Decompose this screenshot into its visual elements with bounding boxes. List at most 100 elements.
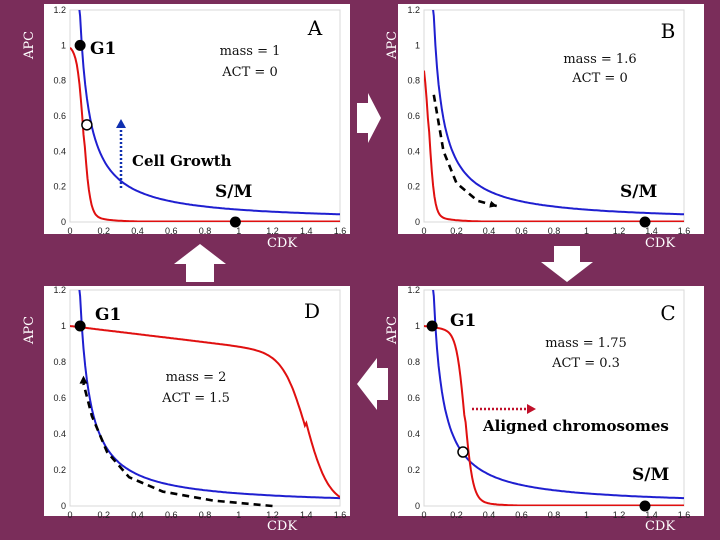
x-tick-label: 0.6 [165, 226, 178, 236]
cdk-nullcline [70, 47, 340, 222]
x-tick-label: 0.6 [165, 510, 178, 520]
x-tick-label: 0 [421, 226, 426, 236]
y-tick-label: 0 [415, 217, 420, 227]
param-act: ACT = 0.3 [551, 356, 620, 371]
arrow-d-to-a [174, 244, 226, 282]
y-tick-label: 0.6 [53, 393, 66, 403]
y-axis-title: APC [385, 316, 400, 345]
y-tick-label: 1.2 [53, 285, 66, 295]
plot-area [69, 289, 341, 507]
cell-growth-arrowhead [116, 119, 126, 128]
param-mass: mass = 1 [220, 44, 281, 59]
param-act: ACT = 1.5 [161, 391, 230, 406]
unstable-steady-state [81, 119, 93, 131]
x-axis-title: CDK [267, 236, 297, 251]
x-tick-label: 1.6 [678, 510, 691, 520]
arrow-b-to-c [541, 246, 593, 282]
trajectory-path [82, 383, 273, 508]
x-tick-label: 1.2 [266, 226, 279, 236]
param-act: ACT = 0 [221, 65, 277, 80]
x-tick-label: 0 [67, 510, 72, 520]
y-tick-label: 0.4 [407, 429, 420, 439]
g1-label: G1 [90, 39, 116, 59]
y-tick-label: 0 [61, 217, 66, 227]
y-tick-label: 1 [415, 321, 420, 331]
y-tick-label: 1.2 [53, 5, 66, 15]
panel-B: 0 0.2 0.4 0.6 0.8 1 1.2 0 0.2 0.4 0.6 0.8 1 1.2 1.4 1.6… [385, 4, 704, 251]
x-tick-label: 1 [236, 510, 241, 520]
panel-letter: B [661, 19, 676, 43]
x-tick-label: 1.2 [266, 510, 279, 520]
x-tick-label: 0.4 [131, 510, 144, 520]
apc-nullcline [432, 10, 684, 216]
panel-D: 0 0.2 0.4 0.6 0.8 1 1.2 0 0.2 0.4 0.6 0.8 1 1.2 1.4 1.6… [22, 285, 350, 534]
apc-nullcline [78, 10, 340, 216]
x-tick-label: 0.4 [131, 226, 144, 236]
x-tick-label: 0.6 [515, 510, 528, 520]
y-tick-label: 1.2 [407, 285, 420, 295]
y-tick-label: 1.2 [407, 5, 420, 15]
g1-label: G1 [450, 311, 476, 331]
g1-label: G1 [95, 305, 121, 325]
y-tick-label: 0.6 [53, 111, 66, 121]
cell-growth-annotation: Cell Growth [116, 119, 232, 188]
y-tick-label: 0.6 [407, 111, 420, 121]
panel-background [44, 286, 350, 516]
x-axis-title: CDK [645, 236, 675, 251]
x-tick-label: 0.8 [548, 510, 561, 520]
cell-growth-label: Cell Growth [132, 152, 232, 170]
x-tick-label: 1 [584, 226, 589, 236]
x-tick-label: 0.8 [199, 226, 212, 236]
sm-label: S/M [215, 182, 252, 202]
y-tick-label: 0.8 [407, 357, 420, 367]
x-tick-label: 1.6 [334, 226, 347, 236]
panel-A: 0 0.2 0.4 0.6 0.8 1 1.2 0 0.2 0.4 0.6 0.8 1 1.2 1.4 1.6… [22, 4, 350, 251]
g1-steady-state [426, 320, 438, 332]
y-tick-label: 0.8 [53, 76, 66, 86]
x-tick-label: 0.2 [97, 510, 110, 520]
trajectory-arrowhead [79, 375, 88, 384]
x-tick-label: 1.4 [645, 226, 658, 236]
x-tick-label: 0.4 [483, 226, 496, 236]
transition-arrows [174, 93, 593, 410]
x-tick-label: 1.4 [300, 226, 313, 236]
x-tick-label: 1 [236, 226, 241, 236]
x-tick-label: 0.6 [515, 226, 528, 236]
panel-letter: D [304, 299, 320, 323]
aligned-label: Aligned chromosomes [482, 417, 669, 435]
unstable-steady-state [457, 446, 469, 458]
x-tick-label: 1.6 [334, 510, 347, 520]
x-tick-label: 1.4 [645, 510, 658, 520]
x-tick-label: 1 [584, 510, 589, 520]
sm-steady-state [639, 500, 651, 512]
x-tick-label: 1.6 [678, 226, 691, 236]
y-tick-label: 0.4 [53, 146, 66, 156]
x-tick-label: 0.4 [483, 510, 496, 520]
y-tick-label: 1 [415, 40, 420, 50]
x-tick-label: 1.4 [300, 510, 313, 520]
x-tick-label: 1.2 [613, 226, 626, 236]
panel-C: 0 0.2 0.4 0.6 0.8 1 1.2 0 0.2 0.4 0.6 0.8 1 1.2 1.4 1.6… [385, 285, 704, 534]
x-axis-title: CDK [267, 519, 297, 534]
y-tick-label: 0.2 [407, 182, 420, 192]
y-tick-label: 0.8 [407, 76, 420, 86]
y-tick-label: 0.2 [407, 465, 420, 475]
y-axis-title: APC [22, 316, 37, 345]
trajectory-path [432, 94, 498, 208]
aligned-arrowhead [527, 404, 536, 414]
g1-steady-state [74, 39, 86, 51]
sm-label: S/M [620, 182, 657, 202]
x-tick-label: 0.8 [199, 510, 212, 520]
panel-background [398, 4, 704, 234]
x-tick-label: 0.2 [97, 226, 110, 236]
y-tick-label: 0.4 [407, 146, 420, 156]
x-tick-label: 0.8 [548, 226, 561, 236]
param-act: ACT = 0 [571, 71, 627, 86]
sm-steady-state [639, 216, 651, 228]
aligned-annotation: Aligned chromosomes [472, 404, 669, 435]
panel-letter: C [660, 301, 675, 325]
y-tick-label: 1 [61, 40, 66, 50]
trajectory-arrowhead [489, 200, 498, 208]
y-axis-title: APC [22, 31, 37, 60]
